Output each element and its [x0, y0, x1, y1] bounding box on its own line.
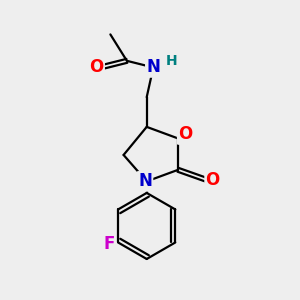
Text: O: O — [89, 58, 103, 76]
Text: O: O — [178, 125, 193, 143]
Text: H: H — [166, 54, 177, 68]
Text: F: F — [103, 235, 115, 253]
Text: N: N — [138, 172, 152, 190]
Text: O: O — [206, 171, 220, 189]
Text: N: N — [146, 58, 160, 76]
